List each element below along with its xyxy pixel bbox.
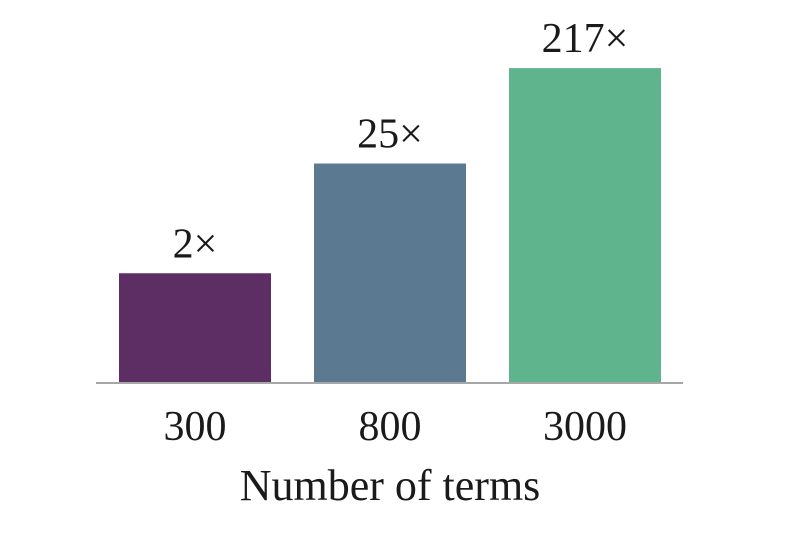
value-label-300: 2× <box>173 221 218 267</box>
x-axis-label: Number of terms <box>240 461 541 510</box>
x-tick-labels: 300 800 3000 <box>164 404 628 450</box>
bars <box>119 68 661 383</box>
bar-3000 <box>509 68 661 383</box>
value-label-3000: 217× <box>542 16 629 62</box>
value-label-800: 25× <box>357 112 423 158</box>
value-labels: 2× 25× 217× <box>173 16 629 267</box>
x-tick-label-800: 800 <box>359 404 422 450</box>
x-tick-label-3000: 3000 <box>543 404 627 450</box>
bar-800 <box>314 163 466 383</box>
x-tick-label-300: 300 <box>164 404 227 450</box>
bar-300 <box>119 273 271 383</box>
